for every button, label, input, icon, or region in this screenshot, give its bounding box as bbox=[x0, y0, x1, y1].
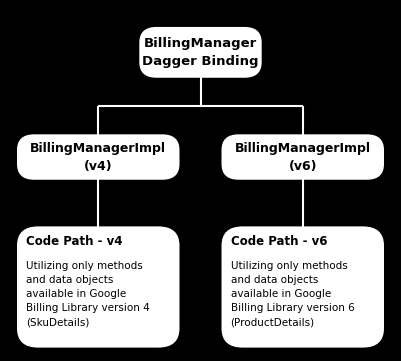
FancyBboxPatch shape bbox=[18, 227, 178, 347]
FancyBboxPatch shape bbox=[18, 135, 178, 179]
Text: BillingManagerImpl
(v4): BillingManagerImpl (v4) bbox=[30, 142, 166, 173]
Text: Utilizing only methods
and data objects
available in Google
Billing Library vers: Utilizing only methods and data objects … bbox=[26, 261, 150, 327]
Text: BillingManager
Dagger Binding: BillingManager Dagger Binding bbox=[142, 37, 259, 68]
FancyBboxPatch shape bbox=[140, 28, 261, 77]
Text: Code Path - v6: Code Path - v6 bbox=[231, 235, 327, 248]
FancyBboxPatch shape bbox=[223, 135, 383, 179]
Text: Code Path - v4: Code Path - v4 bbox=[26, 235, 123, 248]
Text: BillingManagerImpl
(v6): BillingManagerImpl (v6) bbox=[235, 142, 371, 173]
Text: Utilizing only methods
and data objects
available in Google
Billing Library vers: Utilizing only methods and data objects … bbox=[231, 261, 354, 327]
FancyBboxPatch shape bbox=[223, 227, 383, 347]
